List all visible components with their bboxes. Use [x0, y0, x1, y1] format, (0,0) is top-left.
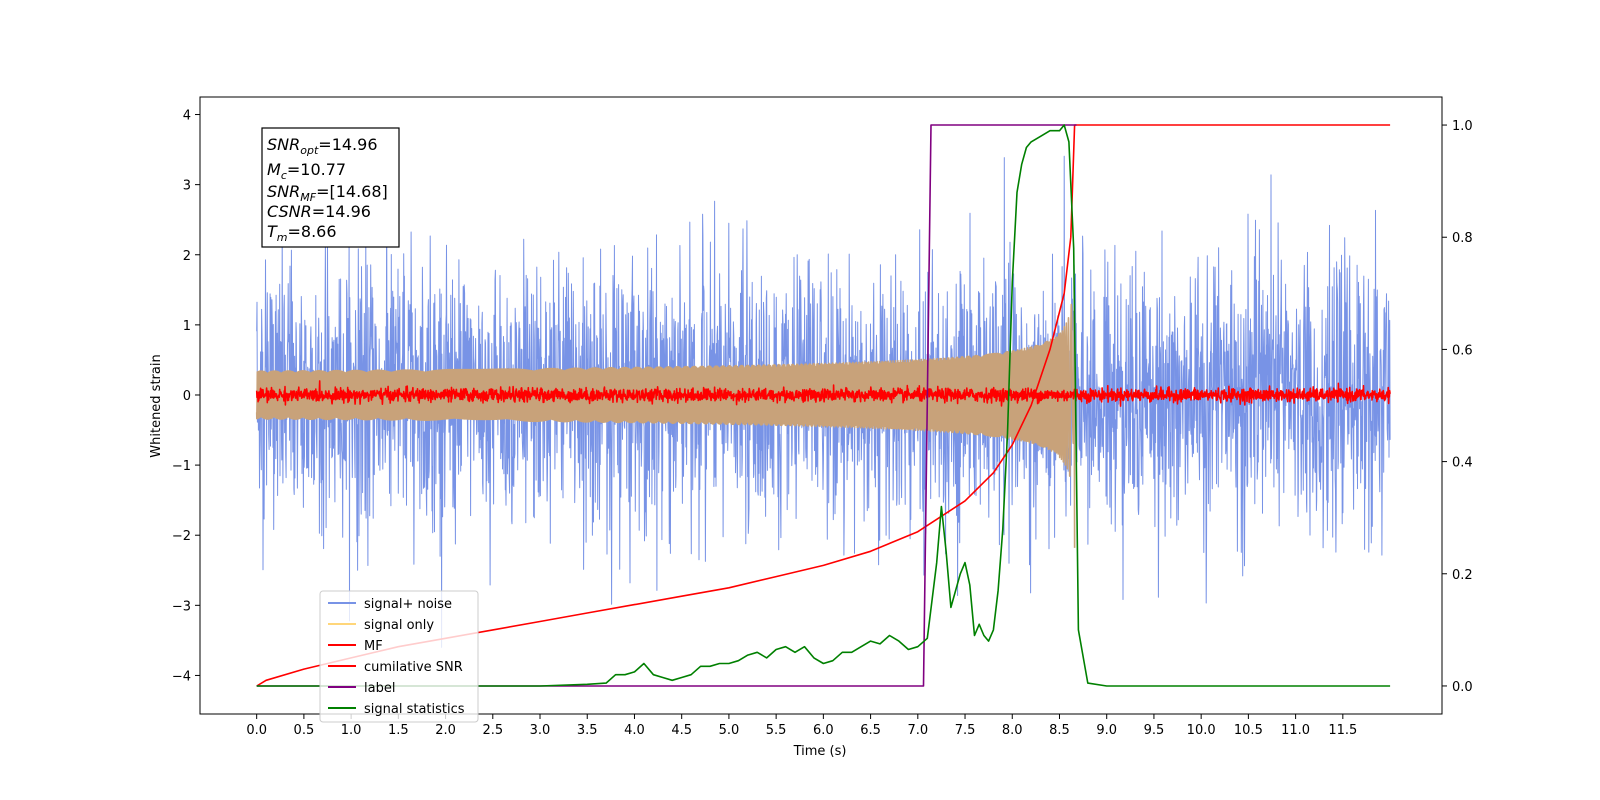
x-tick-label: 5.0 [719, 723, 740, 738]
legend-label-signal-statistics: signal statistics [364, 702, 465, 717]
x-tick-label: 11.0 [1281, 723, 1310, 738]
y-tick-right-label: 0.8 [1452, 231, 1473, 246]
legend-label-mf: MF [364, 639, 383, 654]
x-tick-label: 10.0 [1187, 723, 1216, 738]
x-tick-label: 3.0 [530, 723, 551, 738]
x-axis-title: Time (s) [793, 744, 847, 759]
y-tick-left-label: 2 [183, 249, 191, 264]
x-tick-label: 1.0 [341, 723, 362, 738]
x-tick-label: 6.0 [813, 723, 834, 738]
x-tick-label: 9.0 [1096, 723, 1117, 738]
x-tick-label: 1.5 [388, 723, 409, 738]
y-tick-left-label: 4 [183, 109, 191, 124]
y-tick-left-label: −1 [172, 459, 191, 474]
plot-frame [199, 96, 1443, 715]
legend-label-cumulative-snr: cumilative SNR [364, 660, 463, 675]
y-tick-right-label: 0.4 [1452, 456, 1473, 471]
x-tick-label: 6.5 [860, 723, 881, 738]
y-axis-title: Whitened strain [149, 354, 164, 457]
x-tick-label: 2.5 [482, 723, 503, 738]
legend-label-signal-only: signal only [364, 618, 434, 633]
x-tick-label: 0.0 [246, 723, 267, 738]
x-axis-ticks: 0.0 0.5 1.0 1.5 2.0 2.5 3.0 3.5 4.0 4.5 5.0 5.5 6.0 6… [246, 714, 1357, 738]
y-tick-right-label: 1.0 [1452, 119, 1473, 134]
stat-chirp-mass: Mc=10.77 [267, 160, 346, 182]
x-tick-label: 7.0 [907, 723, 928, 738]
stats-box-frame [261, 127, 400, 248]
series-label [256, 124, 1077, 687]
y-tick-left-label: −2 [172, 529, 191, 544]
x-tick-label: 4.5 [671, 723, 692, 738]
series-signal-only [255, 303, 1076, 548]
y-tick-left-label: 0 [183, 389, 191, 404]
x-tick-label: 11.5 [1328, 723, 1357, 738]
legend-label-label: label [364, 681, 395, 696]
y-tick-left-label: 1 [183, 319, 191, 334]
x-tick-label: 5.5 [766, 723, 787, 738]
x-tick-label: 0.5 [294, 723, 315, 738]
x-tick-label: 7.5 [955, 723, 976, 738]
series-signal-statistics [256, 124, 1391, 687]
y-tick-right-label: 0.0 [1452, 680, 1473, 695]
y-axis-right-ticks: 1.0 0.8 0.6 0.4 0.2 0.0 [1442, 119, 1473, 695]
y-axis-left-ticks: 4 3 2 1 0 −1 −2 −3 −4 [172, 109, 200, 684]
stats-box: SNRopt=14.96 Mc=10.77 SNRMF=[14.68] CSNR… [261, 127, 400, 248]
x-tick-label: 10.5 [1234, 723, 1263, 738]
x-tick-label: 4.0 [624, 723, 645, 738]
legend: signal+ noise signal only MF cumilative … [319, 590, 479, 723]
x-tick-label: 9.5 [1144, 723, 1165, 738]
y-tick-right-label: 0.6 [1452, 343, 1473, 358]
legend-label-signal-noise: signal+ noise [364, 597, 452, 612]
stat-tm: Tm=8.66 [267, 222, 337, 244]
stat-snr-opt: SNRopt=14.96 [267, 135, 378, 157]
legend-frame [319, 590, 479, 723]
stat-snr-mf: SNRMF=[14.68] [267, 182, 388, 204]
x-tick-label: 8.5 [1049, 723, 1070, 738]
stat-csnr: CSNR=14.96 [267, 202, 371, 221]
x-tick-label: 3.5 [577, 723, 598, 738]
y-tick-left-label: 3 [183, 179, 191, 194]
series-mf [255, 380, 1391, 407]
y-tick-right-label: 0.2 [1452, 568, 1473, 583]
y-tick-left-label: −3 [172, 599, 191, 614]
x-tick-label: 2.0 [435, 723, 456, 738]
y-tick-left-label: −4 [172, 669, 191, 684]
x-tick-label: 8.0 [1002, 723, 1023, 738]
